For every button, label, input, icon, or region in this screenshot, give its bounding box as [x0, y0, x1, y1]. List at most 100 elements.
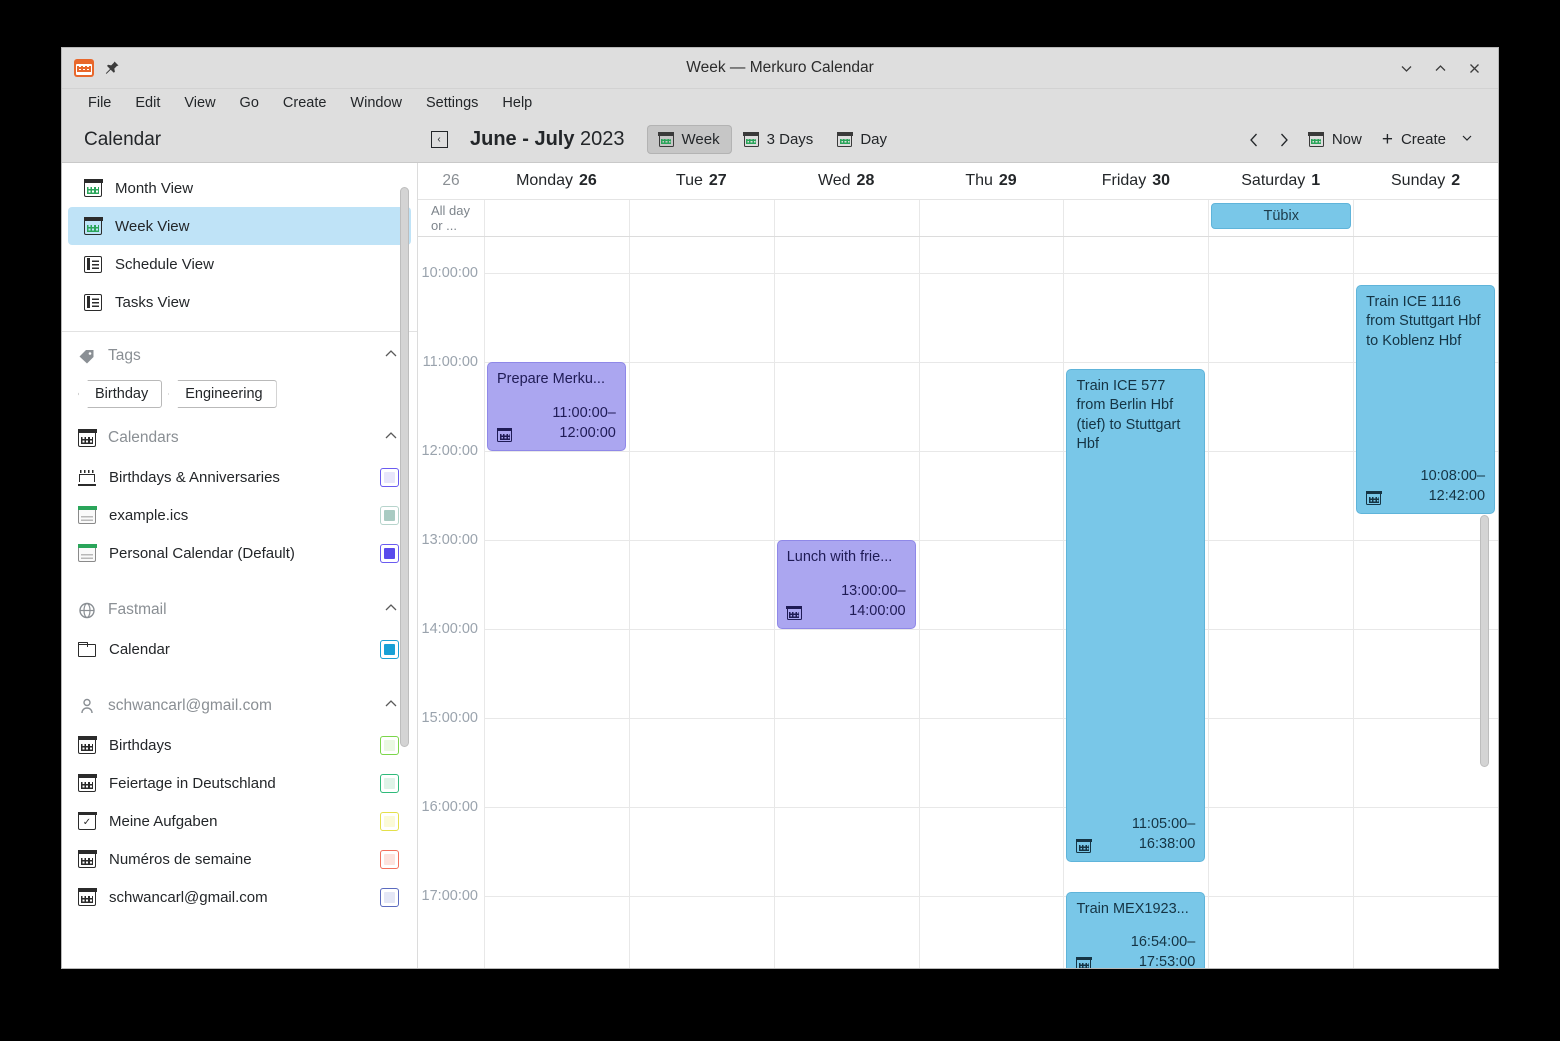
day-column-wednesday[interactable]: Lunch with frie... 13:00:00– 14:00:00: [773, 237, 919, 968]
day-column-friday[interactable]: Train ICE 577 from Berlin Hbf (tief) to …: [1063, 237, 1208, 968]
tag-chip-engineering[interactable]: Engineering: [168, 380, 277, 408]
menu-create[interactable]: Create: [282, 95, 327, 111]
event-train-mex1923[interactable]: Train MEX1923... 16:54:00– 17:53:00: [1066, 892, 1206, 968]
maximize-icon[interactable]: [1432, 60, 1448, 76]
calendar-icon: [1076, 956, 1092, 968]
color-swatch[interactable]: [380, 887, 399, 907]
chevron-up-icon[interactable]: [383, 601, 399, 620]
view-button-day[interactable]: Day: [825, 125, 899, 154]
previous-week-button[interactable]: [1239, 126, 1269, 154]
chevron-up-icon[interactable]: [383, 429, 399, 448]
day-column-monday[interactable]: Prepare Merku... 11:00:00– 12:00:00: [484, 237, 629, 968]
tag-chip-birthday[interactable]: Birthday: [78, 380, 163, 408]
sidebar-item-week-view[interactable]: Week View: [68, 207, 411, 245]
menu-window[interactable]: Window: [350, 95, 402, 111]
all-day-cell-monday[interactable]: [484, 200, 629, 236]
sidebar-section-tags[interactable]: Tags: [62, 336, 417, 376]
calendar-icon: [1076, 838, 1092, 853]
sidebar-section-calendars[interactable]: Calendars: [62, 418, 417, 458]
cake-icon: [78, 469, 96, 486]
day-name: Tue: [675, 172, 703, 189]
menu-edit[interactable]: Edit: [135, 95, 161, 111]
event-train-ice-577[interactable]: Train ICE 577 from Berlin Hbf (tief) to …: [1066, 369, 1206, 862]
sidebar-section-label: Tags: [108, 347, 141, 364]
sidebar-section-fastmail[interactable]: Fastmail: [62, 590, 417, 630]
now-button-label: Now: [1331, 131, 1362, 148]
collapse-sidebar-icon[interactable]: ‹: [428, 129, 450, 151]
day-header-tuesday[interactable]: Tue 27: [629, 163, 774, 199]
chevron-down-icon[interactable]: [1460, 131, 1474, 149]
menu-help[interactable]: Help: [502, 95, 533, 111]
chevron-up-icon[interactable]: [383, 347, 399, 366]
calendar-row-example-ics[interactable]: example.ics: [62, 496, 417, 534]
view-button-week[interactable]: Week: [646, 125, 732, 154]
color-swatch[interactable]: [380, 735, 399, 755]
calendar-row-birthdays-anniversaries[interactable]: Birthdays & Anniversaries: [62, 458, 417, 496]
event-lunch-with-friends[interactable]: Lunch with frie... 13:00:00– 14:00:00: [776, 540, 916, 629]
calendar-row-meine-aufgaben[interactable]: Meine Aufgaben: [62, 802, 417, 840]
all-day-cell-sunday[interactable]: [1353, 200, 1498, 236]
toolbar: Calendar ‹ June - July 2023 Week 3 Days …: [62, 117, 1498, 163]
view-button-3days[interactable]: 3 Days: [732, 125, 826, 154]
calendar-row-numeros-de-semaine[interactable]: Numéros de semaine: [62, 840, 417, 878]
sidebar-section-label: Fastmail: [108, 601, 167, 618]
day-header-wednesday[interactable]: Wed 28: [774, 163, 919, 199]
calendar-view: 26 Monday 26 Tue 27 Wed 28 Thu 29: [418, 163, 1498, 968]
day-column-saturday[interactable]: [1208, 237, 1353, 968]
day-header-thursday[interactable]: Thu 29: [919, 163, 1064, 199]
pin-icon[interactable]: [104, 60, 120, 76]
minimize-icon[interactable]: [1398, 60, 1414, 76]
sidebar-item-label: Month View: [115, 179, 194, 197]
day-column-tuesday[interactable]: [628, 237, 774, 968]
menu-go[interactable]: Go: [239, 95, 259, 111]
create-button[interactable]: + Create: [1372, 124, 1484, 155]
create-button-label: Create: [1400, 131, 1446, 148]
calendar-icon: [836, 132, 853, 147]
color-swatch[interactable]: [380, 773, 399, 793]
close-icon[interactable]: [1466, 60, 1482, 76]
calendar-grid-inner: 10:00:00 11:00:00 12:00:00 13:00:00 14:0…: [418, 237, 1498, 968]
calendar-row-feiertage[interactable]: Feiertage in Deutschland: [62, 764, 417, 802]
calendar-row-fastmail-calendar[interactable]: Calendar: [62, 630, 417, 668]
color-swatch[interactable]: [380, 639, 399, 659]
all-day-cell-thursday[interactable]: [918, 200, 1064, 236]
calendar-scrollbar[interactable]: [1480, 515, 1489, 767]
sidebar-item-tasks-view[interactable]: Tasks View: [68, 283, 411, 321]
day-header-sunday[interactable]: Sunday 2: [1353, 163, 1498, 199]
event-train-ice-1116[interactable]: Train ICE 1116 from Stuttgart Hbf to Kob…: [1356, 285, 1496, 514]
chevron-up-icon[interactable]: [383, 697, 399, 716]
app-body: Month View Week View Schedule View Tasks…: [62, 163, 1498, 968]
calendar-row-schwancarl-gmail[interactable]: schwancarl@gmail.com: [62, 878, 417, 916]
color-swatch[interactable]: [380, 849, 399, 869]
event-prepare-merkuro[interactable]: Prepare Merku... 11:00:00– 12:00:00: [487, 362, 626, 451]
all-day-cell-tuesday[interactable]: [628, 200, 774, 236]
day-header-saturday[interactable]: Saturday 1: [1208, 163, 1353, 199]
calendar-row-personal-calendar[interactable]: Personal Calendar (Default): [62, 534, 417, 572]
day-column-sunday[interactable]: Train ICE 1116 from Stuttgart Hbf to Kob…: [1353, 237, 1498, 968]
day-header-monday[interactable]: Monday 26: [484, 163, 629, 199]
sidebar-item-label: Schedule View: [115, 255, 214, 273]
all-day-cell-wednesday[interactable]: [773, 200, 919, 236]
all-day-cell-friday[interactable]: [1063, 200, 1208, 236]
sidebar-item-schedule-view[interactable]: Schedule View: [68, 245, 411, 283]
all-day-cell-saturday[interactable]: Tübix: [1208, 200, 1353, 236]
all-day-event-tubix[interactable]: Tübix: [1211, 203, 1352, 229]
color-swatch[interactable]: [380, 811, 399, 831]
sidebar-scrollbar[interactable]: [400, 187, 409, 747]
sidebar-section-google-account[interactable]: schwancarl@gmail.com: [62, 686, 417, 726]
sidebar-item-month-view[interactable]: Month View: [68, 169, 411, 207]
now-button[interactable]: Now: [1299, 125, 1372, 154]
time-gutter: 10:00:00 11:00:00 12:00:00 13:00:00 14:0…: [418, 237, 484, 968]
menu-settings[interactable]: Settings: [426, 95, 479, 111]
calendar-row-birthdays[interactable]: Birthdays: [62, 726, 417, 764]
day-column-thursday[interactable]: [918, 237, 1064, 968]
color-swatch[interactable]: [380, 467, 399, 487]
day-header-friday[interactable]: Friday 30: [1063, 163, 1208, 199]
calendar-row-label: Numéros de semaine: [109, 850, 252, 868]
next-week-button[interactable]: [1269, 126, 1299, 154]
menu-view[interactable]: View: [184, 95, 216, 111]
hour-line: [484, 807, 1498, 808]
color-swatch[interactable]: [380, 505, 399, 525]
menu-file[interactable]: File: [88, 95, 112, 111]
color-swatch[interactable]: [380, 543, 399, 563]
